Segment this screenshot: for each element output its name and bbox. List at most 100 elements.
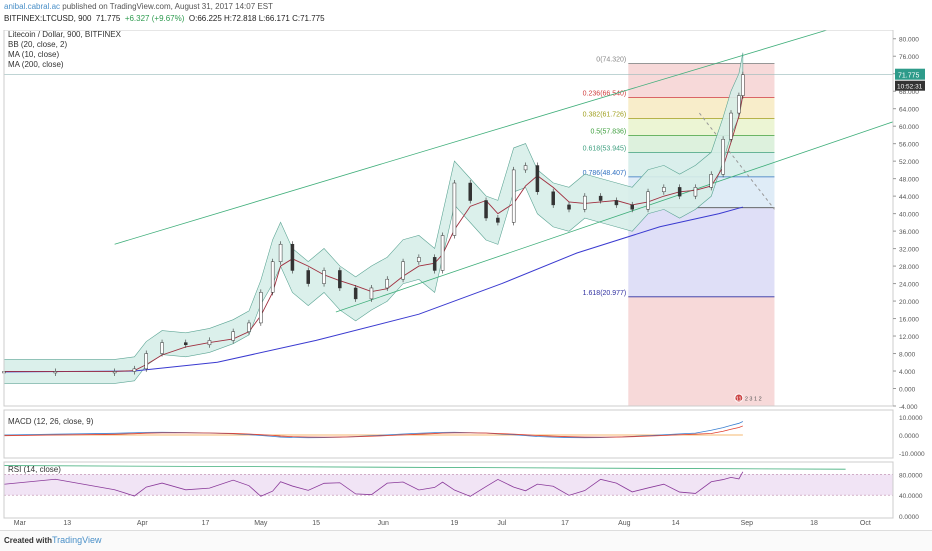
macd-signal-line [3, 425, 744, 438]
candle-body [662, 187, 666, 193]
y-tick-label: 24.000 [899, 282, 919, 289]
x-tick-label: Oct [860, 520, 871, 527]
x-tick-label: Mar [14, 520, 27, 527]
chart-canvas[interactable]: 0(74.320) 0.236(66.540) 0.382(61.726) 0.5(5… [0, 30, 932, 530]
y-tick-label: 56.000 [899, 142, 919, 149]
candle-body [144, 353, 148, 370]
candle-body [385, 278, 390, 289]
rsi-tick-label: 80.0000 [899, 472, 923, 479]
macd-pane-border [3, 409, 894, 459]
candle-body [270, 261, 275, 293]
candle-body [322, 270, 326, 284]
y-tick-label: -4.000 [899, 404, 918, 411]
rsi-label: RSI (14, close) [8, 465, 61, 474]
candle-body [646, 191, 650, 210]
rsi-tick-label: 0.0000 [899, 514, 919, 521]
fib-zone [628, 135, 775, 153]
candle-body [693, 187, 698, 197]
x-tick-label: May [254, 520, 268, 527]
legend: Litecoin / Dollar, 900, BITFINEX BB (20,… [8, 30, 122, 474]
x-tick-label: 18 [810, 520, 818, 527]
candle-body [729, 112, 733, 140]
fib-trend-line [699, 112, 775, 210]
candle-body [484, 200, 488, 219]
candle-body [583, 195, 587, 210]
last-price-tag-text: 71.775 [898, 73, 920, 80]
rsi-tick-label: 40.0000 [899, 493, 923, 500]
fib-level-label: 0.786(48.407) [583, 170, 627, 177]
fib-zone [628, 97, 775, 119]
y-tick-label: 44.000 [899, 194, 919, 201]
publish-line: anibal.cabral.ac published on TradingVie… [4, 2, 273, 11]
y-tick-label: 36.000 [899, 229, 919, 236]
candle-body [353, 287, 358, 300]
axes: 80.00076.00072.00068.00064.00060.00056.0… [3, 30, 925, 527]
candle-body [207, 340, 212, 346]
candle-body [369, 287, 374, 300]
candle-body [511, 169, 516, 223]
candle-body [741, 74, 745, 96]
candle-body [417, 257, 421, 262]
macd-tick-label: 0.0000 [899, 433, 919, 440]
event-badge [734, 393, 744, 403]
fib-zone [628, 207, 775, 297]
symbol-line: BITFINEX:LTCUSD, 900 71.775 +6.327 (+9.6… [4, 14, 325, 23]
x-tick-label: Aug [618, 520, 631, 527]
tradingview-logo[interactable]: TradingView [52, 535, 102, 545]
candle-body [468, 182, 472, 201]
candle-body [523, 165, 528, 171]
candle-body [535, 165, 540, 193]
publish-info: published on TradingView.com, August 31,… [62, 2, 273, 11]
channel-lower [335, 121, 894, 313]
channel-upper [114, 30, 829, 245]
candle-body [259, 292, 263, 324]
candle-body [551, 191, 555, 206]
fib-zone [628, 296, 775, 406]
fib-level-label: 0.618(53.945) [583, 146, 627, 153]
y-tick-label: 64.000 [899, 107, 919, 114]
price-change: +6.327 (+9.67%) [124, 14, 185, 23]
countdown-tag [895, 80, 925, 91]
ma10-line [4, 94, 744, 372]
rsi-pane [3, 465, 893, 497]
x-tick-label: Jul [497, 520, 506, 527]
price-pane-border [3, 30, 894, 407]
y-tick-label: 40.000 [899, 212, 919, 219]
candle-body [290, 243, 295, 271]
x-tick-label: 15 [312, 520, 320, 527]
fib-level-label: 1.618(20.977) [583, 290, 627, 297]
created-with-label: Created with [4, 536, 53, 545]
fib-level-label: 0.5(57.836) [590, 129, 626, 136]
x-tick-label: 14 [672, 520, 680, 527]
x-tick-label: 13 [63, 520, 71, 527]
y-tick-label: 8.000 [899, 352, 916, 359]
y-tick-label: 20.000 [899, 299, 919, 306]
ma200-line [3, 206, 743, 373]
legend-title: Litecoin / Dollar, 900, BITFINEX [8, 30, 122, 39]
legend-bb: BB (20, close, 2) [8, 40, 67, 49]
legend-ma200: MA (200, close) [8, 60, 64, 69]
candle-body [721, 139, 725, 175]
y-tick-label: 60.000 [899, 124, 919, 131]
symbol-name: BITFINEX:LTCUSD, 900 [4, 14, 92, 23]
chart-header: anibal.cabral.ac published on TradingVie… [0, 0, 932, 30]
y-tick-label: 48.000 [899, 177, 919, 184]
candle-body [630, 204, 634, 210]
candle-body [53, 371, 58, 374]
fib-zone [628, 63, 775, 98]
price-pane: 0(74.320) 0.236(66.540) 0.382(61.726) 0.5(5… [2, 30, 894, 406]
fib-zone [628, 118, 775, 136]
candle-body [231, 331, 235, 341]
last-price: 71.775 [95, 14, 121, 23]
candle-body [677, 187, 682, 197]
y-tick-label: 16.000 [899, 317, 919, 324]
candle-body [247, 322, 251, 332]
author-link[interactable]: anibal.cabral.ac [4, 2, 61, 11]
fib-level-label: 0(74.320) [596, 57, 626, 64]
candle-body [278, 243, 283, 262]
y-tick-label: 32.000 [899, 247, 919, 254]
fib-level-label: 0.382(61.726) [583, 112, 627, 119]
countdown-tag-text: 10:52:31 [897, 84, 923, 91]
x-tick-label: Jun [378, 520, 389, 527]
candle-body [598, 195, 603, 201]
